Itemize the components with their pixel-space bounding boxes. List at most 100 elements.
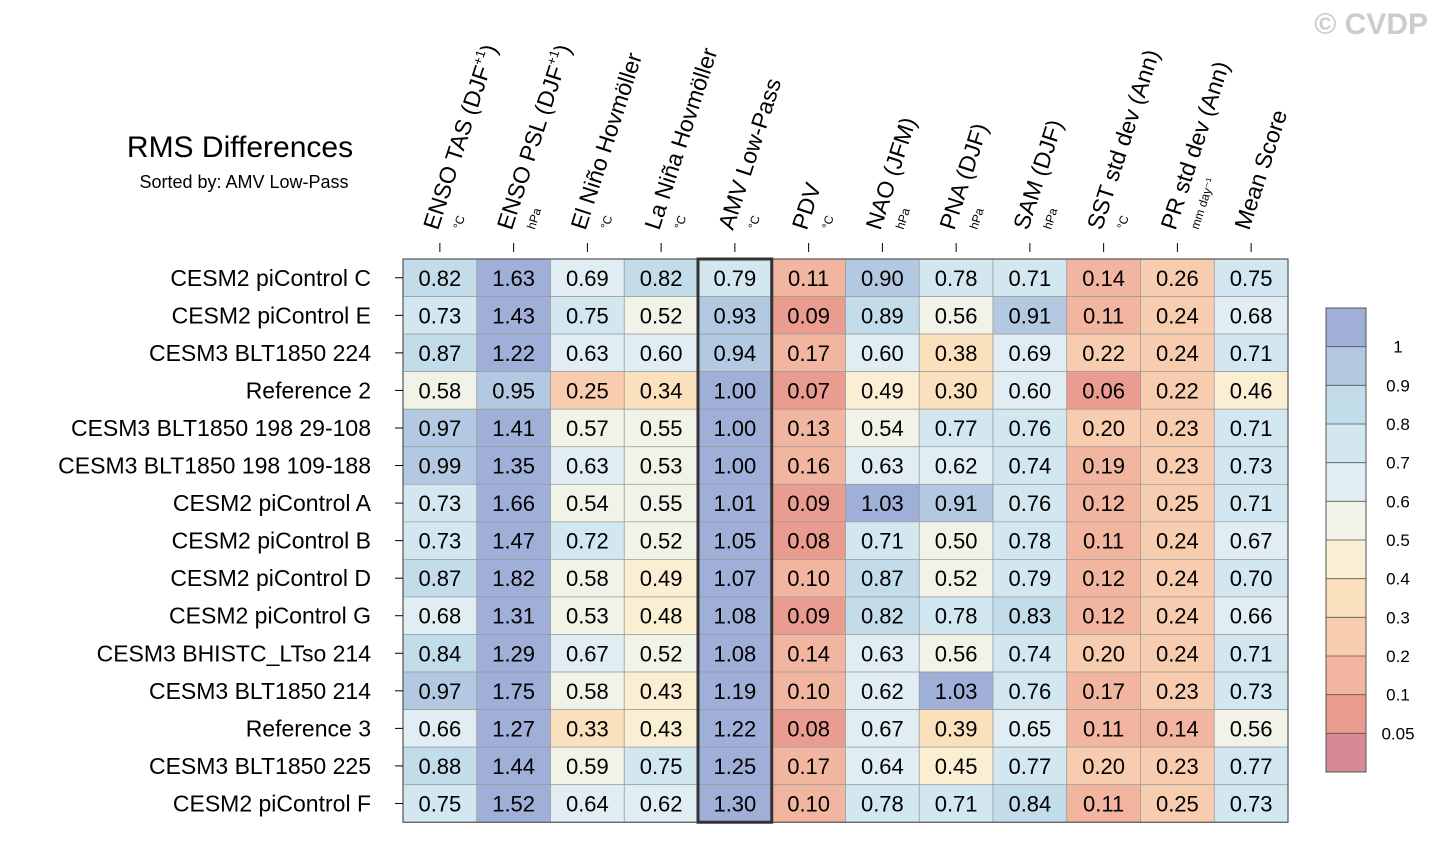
- heatmap-cell: [992, 446, 1068, 485]
- cell-value-label: 0.25: [1156, 791, 1199, 816]
- cell-value-label: 0.55: [640, 491, 683, 516]
- heatmap-cell: [771, 408, 846, 448]
- cell-value-label: 0.14: [1082, 266, 1125, 291]
- heatmap-cell: [623, 559, 699, 598]
- row-label: CESM3 BLT1850 198 109-188: [58, 453, 371, 479]
- row-label: CESM3 BLT1850 224: [149, 340, 371, 366]
- heatmap-cell: [402, 596, 478, 635]
- cell-value-label: 0.09: [787, 604, 830, 629]
- heatmap-cell: [1213, 709, 1289, 748]
- colorbar-segment: [1326, 617, 1366, 657]
- cell-value-label: 1.44: [492, 754, 535, 779]
- heatmap-cell: [845, 746, 920, 786]
- heatmap-cell: [845, 521, 920, 560]
- cell-value-label: 0.25: [1156, 491, 1199, 516]
- row-label: CESM3 BLT1850 198 29-108: [71, 415, 371, 441]
- cell-value-label: 0.70: [1230, 566, 1273, 591]
- column-unit-label: hPa: [524, 206, 544, 231]
- cell-value-label: 0.74: [1008, 641, 1051, 666]
- heatmap-cell: [697, 446, 773, 485]
- column-header-label: NAO (JFM): [860, 114, 921, 233]
- cell-value-label: 0.19: [1082, 454, 1125, 479]
- heatmap-cell: [402, 371, 478, 410]
- cell-value-label: 0.24: [1156, 566, 1199, 591]
- heatmap-cell: [402, 746, 478, 786]
- cell-value-label: 0.10: [787, 679, 830, 704]
- cell-value-label: 0.91: [935, 491, 978, 516]
- cell-value-label: 0.10: [787, 791, 830, 816]
- cell-value-label: 0.24: [1156, 604, 1199, 629]
- cell-value-label: 0.23: [1156, 754, 1199, 779]
- row-labels: CESM2 piControl C CESM2 piControl E CESM3 …: [58, 265, 372, 817]
- colorbar: 1 0.9 0.8 0.7 0.6 0.5 0.4 0.3 0.2 0.1 0.05: [1325, 307, 1415, 773]
- heatmap-cell: [1140, 371, 1215, 410]
- cell-value-label: 0.59: [566, 754, 609, 779]
- heatmap-cell: [1213, 408, 1289, 448]
- row-label: CESM2 piControl F: [173, 790, 371, 816]
- cell-value-label: 0.58: [566, 679, 609, 704]
- heatmap-cell: [623, 596, 699, 635]
- column-unit-label: °C: [450, 213, 468, 230]
- cell-value-label: 0.73: [418, 529, 461, 554]
- cell-value-label: 1.07: [713, 566, 756, 591]
- cell-value-label: 0.24: [1156, 529, 1199, 554]
- cell-value-label: 0.93: [713, 303, 756, 328]
- cell-value-label: 0.52: [935, 566, 978, 591]
- cell-value-label: 0.11: [1083, 716, 1124, 741]
- cell-value-label: 0.78: [1008, 529, 1051, 554]
- cell-value-label: 0.57: [566, 416, 609, 441]
- cell-value-label: 0.82: [861, 604, 904, 629]
- heatmap-cell: [771, 559, 846, 598]
- row-label: CESM3 BLT1850 225: [149, 753, 371, 779]
- cell-value-label: 0.67: [861, 716, 904, 741]
- cell-value-label: 0.12: [1082, 566, 1125, 591]
- cell-value-label: 1.01: [713, 491, 756, 516]
- heatmap-cell: [1066, 559, 1141, 598]
- heatmap-cell: [918, 333, 994, 373]
- sorted-column-highlight: [696, 257, 774, 824]
- heatmap-cell: [918, 521, 994, 560]
- heatmap-cell: [1140, 258, 1215, 297]
- heatmap-cell: [476, 258, 551, 297]
- cell-value-label: 0.11: [1083, 529, 1124, 554]
- heatmap-cell: [845, 333, 920, 373]
- column-header-label: ENSO PSL (DJF+1): [491, 41, 576, 233]
- cell-value-label: 1.22: [492, 341, 535, 366]
- cell-value-label: 0.20: [1082, 754, 1125, 779]
- cell-value-label: 0.71: [935, 791, 978, 816]
- cell-value-label: 0.63: [861, 454, 904, 479]
- heatmap-cell: [623, 371, 699, 410]
- cell-value-label: 0.63: [566, 454, 609, 479]
- heatmap-cell: [550, 521, 625, 560]
- watermark: © CVDP: [1314, 8, 1428, 41]
- heatmap-cell: [1213, 559, 1289, 598]
- heatmap-cell: [402, 296, 478, 335]
- cell-value-label: 0.71: [1230, 416, 1273, 441]
- cell-value-label: 0.73: [1230, 791, 1273, 816]
- cell-value-label: 0.25: [566, 378, 609, 403]
- cell-value-label: 0.67: [1230, 529, 1273, 554]
- heatmap-cell: [550, 483, 625, 523]
- cell-value-label: 0.63: [861, 641, 904, 666]
- column-unit-label: hPa: [893, 206, 913, 231]
- cell-value-label: 0.53: [566, 604, 609, 629]
- colorbar-segment: [1326, 694, 1366, 734]
- cell-value-label: 1.05: [713, 529, 756, 554]
- heatmap-cell: [992, 634, 1068, 673]
- heatmap-cell: [550, 333, 625, 373]
- cell-value-label: 0.75: [418, 791, 461, 816]
- cell-value-label: 0.60: [861, 341, 904, 366]
- column-unit-label: hPa: [1040, 206, 1060, 231]
- cell-value-label: 0.97: [418, 679, 461, 704]
- heatmap-cell: [845, 709, 920, 748]
- heatmap-cell: [697, 296, 773, 335]
- cell-value-label: 0.56: [935, 303, 978, 328]
- heatmap-cell: [1066, 483, 1141, 523]
- heatmap-cell: [992, 333, 1068, 373]
- colorbar-segment: [1326, 308, 1366, 348]
- cell-value-label: 0.73: [418, 303, 461, 328]
- colorbar-segment: [1326, 385, 1366, 425]
- heatmap-cell: [697, 483, 773, 523]
- cell-value-label: 0.64: [861, 754, 904, 779]
- cell-value-label: 0.17: [787, 341, 830, 366]
